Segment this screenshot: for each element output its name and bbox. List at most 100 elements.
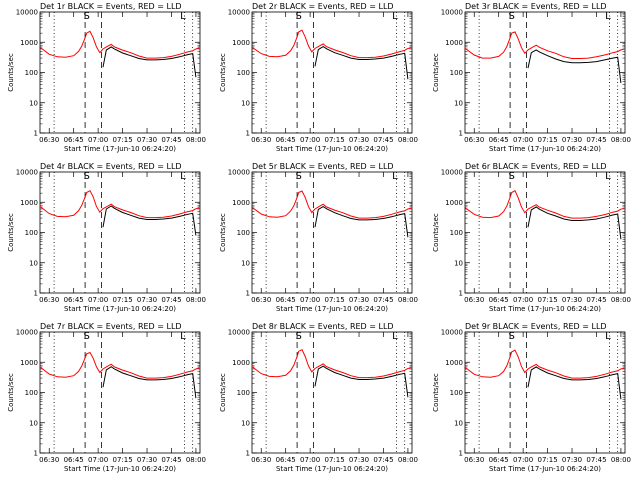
- y-tick-label: 1: [246, 450, 250, 458]
- y-tick-label: 10: [454, 99, 463, 107]
- y-tick-label: 1000: [232, 359, 250, 367]
- events-series-line: [527, 49, 622, 84]
- y-tick-label: 1000: [445, 39, 463, 47]
- x-tick-label: 06:45: [276, 296, 296, 304]
- y-axis-label: Counts/sec: [7, 53, 15, 92]
- x-tick-label: 07:30: [137, 456, 157, 464]
- x-axis-label: Start Time (17-Jun-10 06:24:20): [489, 465, 601, 473]
- y-tick-label: 10: [241, 99, 250, 107]
- events-series-line: [314, 46, 409, 80]
- marker-label: S: [509, 11, 515, 22]
- x-tick-label: 07:45: [373, 136, 393, 144]
- y-tick-label: 10: [454, 419, 463, 427]
- y-tick-label: 100: [450, 229, 463, 237]
- x-tick-label: 06:30: [464, 296, 484, 304]
- y-tick-label: 10000: [441, 9, 463, 17]
- lld-series-line: [39, 190, 200, 219]
- y-axis-label: Counts/sec: [219, 373, 227, 412]
- x-tick-label: 08:00: [186, 296, 206, 304]
- x-tick-label: 07:30: [349, 296, 369, 304]
- y-tick-label: 10000: [16, 329, 38, 337]
- panel-8: Det 8r BLACK = Events, RED = LLD 1 10 100 10…: [219, 322, 418, 473]
- x-tick-label: 06:30: [39, 456, 59, 464]
- panel-title: Det 1r BLACK = Events, RED = LLD: [40, 2, 182, 11]
- x-tick-label: 07:45: [373, 456, 393, 464]
- x-tick-label: 06:45: [489, 456, 509, 464]
- marker-label: L: [605, 11, 611, 22]
- panel-title: Det 8r BLACK = Events, RED = LLD: [252, 322, 394, 331]
- plot-frame: [251, 11, 413, 134]
- lld-series-line: [251, 190, 412, 219]
- x-tick-label: 07:15: [324, 456, 344, 464]
- x-tick-label: 07:45: [161, 296, 181, 304]
- x-tick-label: 07:30: [562, 296, 582, 304]
- plot-frame: [464, 11, 626, 134]
- y-tick-label: 10: [241, 259, 250, 267]
- x-tick-label: 07:15: [537, 456, 557, 464]
- x-tick-label: 07:15: [112, 296, 132, 304]
- y-tick-label: 10000: [441, 169, 463, 177]
- events-series-line: [314, 365, 409, 398]
- panel-title: Det 5r BLACK = Events, RED = LLD: [252, 162, 394, 171]
- y-tick-label: 1000: [232, 39, 250, 47]
- y-tick-label: 1000: [445, 359, 463, 367]
- x-tick-label: 07:30: [562, 136, 582, 144]
- y-tick-label: 1: [246, 130, 250, 138]
- marker-label: S: [296, 171, 302, 182]
- x-tick-label: 07:45: [586, 296, 606, 304]
- lld-series-line: [464, 349, 625, 379]
- x-tick-label: 06:45: [489, 296, 509, 304]
- x-tick-label: 06:30: [39, 296, 59, 304]
- x-tick-label: 06:45: [489, 136, 509, 144]
- y-tick-label: 1: [246, 290, 250, 298]
- y-tick-label: 10000: [228, 9, 250, 17]
- lld-series-line: [464, 190, 625, 219]
- x-tick-label: 07:00: [88, 136, 108, 144]
- x-tick-label: 06:45: [64, 456, 84, 464]
- x-axis-label: Start Time (17-Jun-10 06:24:20): [276, 465, 388, 473]
- marker-label: S: [84, 171, 90, 182]
- x-tick-label: 08:00: [186, 456, 206, 464]
- events-series-line: [102, 46, 197, 78]
- events-series-line: [314, 206, 409, 238]
- x-tick-label: 06:45: [276, 456, 296, 464]
- y-tick-label: 10000: [228, 169, 250, 177]
- panel-3: Det 3r BLACK = Events, RED = LLD 1 10 100 10…: [432, 2, 631, 153]
- events-series-line: [527, 206, 622, 240]
- x-tick-label: 06:30: [464, 136, 484, 144]
- x-axis-label: Start Time (17-Jun-10 06:24:20): [64, 465, 176, 473]
- x-axis-label: Start Time (17-Jun-10 06:24:20): [64, 305, 176, 313]
- x-tick-label: 07:00: [88, 296, 108, 304]
- y-tick-label: 100: [237, 69, 250, 77]
- panel-title: Det 9r BLACK = Events, RED = LLD: [465, 322, 607, 331]
- x-axis-label: Start Time (17-Jun-10 06:24:20): [64, 145, 176, 153]
- x-tick-label: 07:00: [513, 136, 533, 144]
- marker-label: S: [509, 331, 515, 342]
- marker-label: L: [392, 11, 398, 22]
- panel-1: Det 1r BLACK = Events, RED = LLD 1 10 100 10…: [7, 2, 206, 153]
- panel-title: Det 3r BLACK = Events, RED = LLD: [465, 2, 607, 11]
- y-axis-label: Counts/sec: [432, 53, 440, 92]
- x-tick-label: 07:45: [586, 456, 606, 464]
- y-tick-label: 10000: [441, 329, 463, 337]
- panel-title: Det 6r BLACK = Events, RED = LLD: [465, 162, 607, 171]
- y-tick-label: 10: [241, 419, 250, 427]
- y-tick-label: 1000: [20, 199, 38, 207]
- x-axis-label: Start Time (17-Jun-10 06:24:20): [489, 145, 601, 153]
- lld-series-line: [251, 29, 412, 59]
- y-tick-label: 10: [29, 259, 38, 267]
- y-axis-label: Counts/sec: [219, 53, 227, 92]
- y-tick-label: 100: [450, 69, 463, 77]
- y-tick-label: 10: [29, 99, 38, 107]
- marker-label: L: [605, 331, 611, 342]
- x-tick-label: 07:15: [112, 456, 132, 464]
- y-tick-label: 100: [25, 229, 38, 237]
- events-series-line: [102, 205, 197, 236]
- events-series-line: [102, 366, 197, 399]
- y-tick-label: 1: [34, 450, 38, 458]
- x-tick-label: 07:30: [349, 136, 369, 144]
- x-tick-label: 06:30: [39, 136, 59, 144]
- x-tick-label: 06:30: [251, 296, 271, 304]
- y-tick-label: 100: [237, 229, 250, 237]
- x-tick-label: 08:00: [186, 136, 206, 144]
